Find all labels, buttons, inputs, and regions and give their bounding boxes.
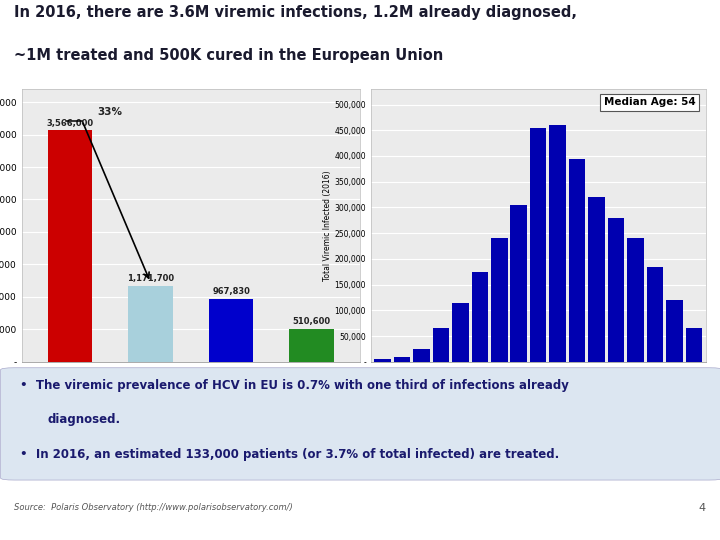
Text: ~1M treated and 500K cured in the European Union: ~1M treated and 500K cured in the Europe… — [14, 48, 444, 63]
Bar — [608, 218, 624, 362]
Bar — [289, 329, 334, 362]
Text: Source:  Polaris Observatory (http://www.polarisobservatory.com/): Source: Polaris Observatory (http://www.… — [14, 503, 293, 512]
Text: 4: 4 — [698, 503, 706, 513]
Text: •  The viremic prevalence of HCV in EU is 0.7% with one third of infections alre: • The viremic prevalence of HCV in EU is… — [20, 379, 569, 392]
Text: 967,830: 967,830 — [212, 287, 250, 296]
Bar — [588, 197, 605, 362]
Bar — [394, 356, 410, 362]
Text: In 2016, there are 3.6M viremic infections, 1.2M already diagnosed,: In 2016, there are 3.6M viremic infectio… — [14, 5, 577, 21]
Bar — [128, 286, 173, 362]
Bar — [413, 349, 430, 362]
Bar — [685, 328, 702, 362]
Bar — [647, 267, 663, 362]
Text: Median Age: 54: Median Age: 54 — [604, 97, 696, 107]
Bar — [472, 272, 488, 362]
Y-axis label: Total Viremic Infected (2016): Total Viremic Infected (2016) — [323, 170, 331, 281]
Bar — [491, 238, 508, 362]
Bar — [530, 127, 546, 362]
Bar — [433, 328, 449, 362]
Text: diagnosed.: diagnosed. — [48, 413, 121, 426]
Bar — [374, 359, 391, 362]
Text: •  In 2016, an estimated 133,000 patients (or 3.7% of total infected) are treate: • In 2016, an estimated 133,000 patients… — [20, 448, 559, 461]
FancyBboxPatch shape — [1, 368, 720, 480]
Text: 1,171,700: 1,171,700 — [127, 274, 174, 283]
Bar — [569, 159, 585, 362]
Bar — [627, 238, 644, 362]
Text: 33%: 33% — [98, 106, 122, 117]
Bar — [666, 300, 683, 362]
Text: 510,600: 510,600 — [292, 317, 330, 326]
Bar — [549, 125, 566, 362]
Bar — [209, 299, 253, 362]
Bar — [452, 302, 469, 362]
Bar — [510, 205, 527, 362]
Bar — [48, 130, 92, 362]
Text: 3,566,000: 3,566,000 — [46, 119, 94, 127]
